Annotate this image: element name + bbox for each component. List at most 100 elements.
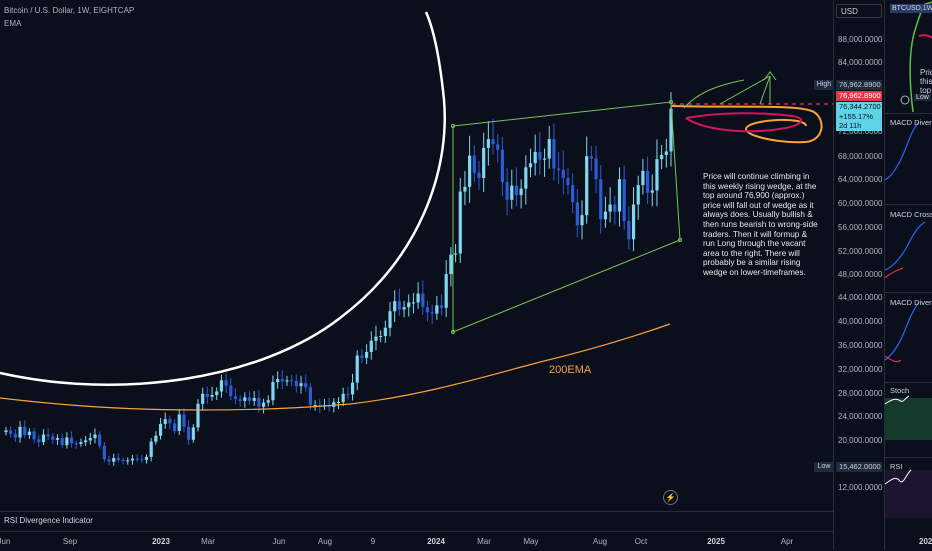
candle-body [299,383,303,387]
time-axis[interactable] [0,531,833,551]
candle-body [224,380,228,386]
candle-body [233,396,238,400]
time-tick: Jun [0,537,11,546]
time-tick: 9 [370,537,376,546]
rising-wedge [452,101,681,333]
candle-body [472,155,476,173]
candle-body [636,185,640,205]
candle-body [486,139,490,148]
candle-body [41,434,46,443]
candle-body [388,311,392,328]
mini-chart-panel[interactable] [884,0,932,550]
wedge-handle [668,99,674,105]
candle-body [257,397,261,407]
mini-rsi-line [885,469,912,485]
mini-note-line: top [920,86,932,95]
time-tick: 2024 [427,537,445,546]
candle-body [660,154,664,160]
candle-body [430,312,434,314]
lightning-icon[interactable]: ⚡ [663,490,678,505]
candle-body [599,179,603,220]
price-tick: 40,000.0000 [838,317,883,326]
candle-body [79,442,83,444]
candle-body [135,458,139,460]
symbol-title[interactable]: Bitcoin / U.S. Dollar, 1W, EIGHTCAP [4,6,135,15]
ema-200-line [0,323,671,411]
candle-body [566,177,570,186]
candle-body [477,172,481,178]
candle-body [196,403,200,428]
mini-panel-title[interactable]: Stoch [890,386,910,395]
candle-body [32,431,36,440]
mini-note-line: Pric [920,68,932,77]
indicator-ema-label[interactable]: EMA [4,19,22,28]
candle-body [468,155,472,187]
candle-body [271,382,275,401]
candle-body [51,436,55,440]
candle-body [557,168,561,170]
candle-body [346,393,350,395]
candle-body [210,395,214,397]
candle-body [580,215,584,226]
mini-divider [884,204,932,205]
price-tick: 24,000.0000 [838,412,883,421]
time-tick: Sep [62,537,78,546]
mini-divider [884,113,932,114]
candle-body [397,301,401,310]
wedge-handle [450,329,456,335]
mini-panel-title[interactable]: RSI [890,462,903,471]
breakout-arrow [759,75,771,105]
candle-body [4,430,8,433]
candle-body [411,302,416,304]
time-tick: Mar [477,537,491,546]
candle-body [360,355,364,358]
candle-body [552,139,556,169]
candle-body [669,108,673,152]
mini-macd-line [885,301,920,361]
mini-macd-line [885,121,920,181]
candle-body [350,382,355,395]
time-tick: 2025 [707,537,725,546]
candle-body [341,393,345,403]
candle-body [266,400,270,403]
candle-body [453,253,458,255]
candle-body [383,327,387,337]
candle-body [364,351,369,358]
candle-body [603,211,608,220]
candle-body [571,185,575,203]
candle-body [355,355,359,383]
candle-body [205,393,209,397]
candle-body [608,204,612,212]
mini-panel-title[interactable]: MACD Diverg [890,298,932,307]
candle-body [229,385,233,397]
candle-body [374,336,378,341]
rsi-divergence-label[interactable]: RSI Divergence Indicator [4,516,93,525]
candle-body [617,179,622,212]
mini-symbol-label[interactable]: BTCUSD,1W [890,4,932,13]
price-tick: 32,000.0000 [838,365,883,374]
mini-panel-title[interactable]: MACD Crossov [890,210,932,219]
candle-body [439,305,444,308]
candle-body [201,393,205,404]
candle-body [416,293,420,303]
annotation-text[interactable]: Price will continue climbing in this wee… [703,172,818,277]
candle-body [622,179,626,222]
ema-text-label[interactable]: 200EMA [549,364,592,376]
candle-body [528,163,533,168]
candle-body [158,423,163,436]
price-tick: 48,000.0000 [838,270,883,279]
candle-body [294,380,298,387]
candle-body [435,305,439,314]
currency-button[interactable]: USD [836,4,882,18]
candle-body [280,379,284,382]
mini-divider [884,292,932,293]
current-price-label: 76,962.8900 [836,91,882,101]
mini-panel-title[interactable]: MACD Diverg [890,118,932,127]
candle-body [163,419,167,424]
candle-body [327,405,331,407]
candle-body [13,433,17,438]
candle-body [308,387,313,406]
projection-path [671,105,823,144]
